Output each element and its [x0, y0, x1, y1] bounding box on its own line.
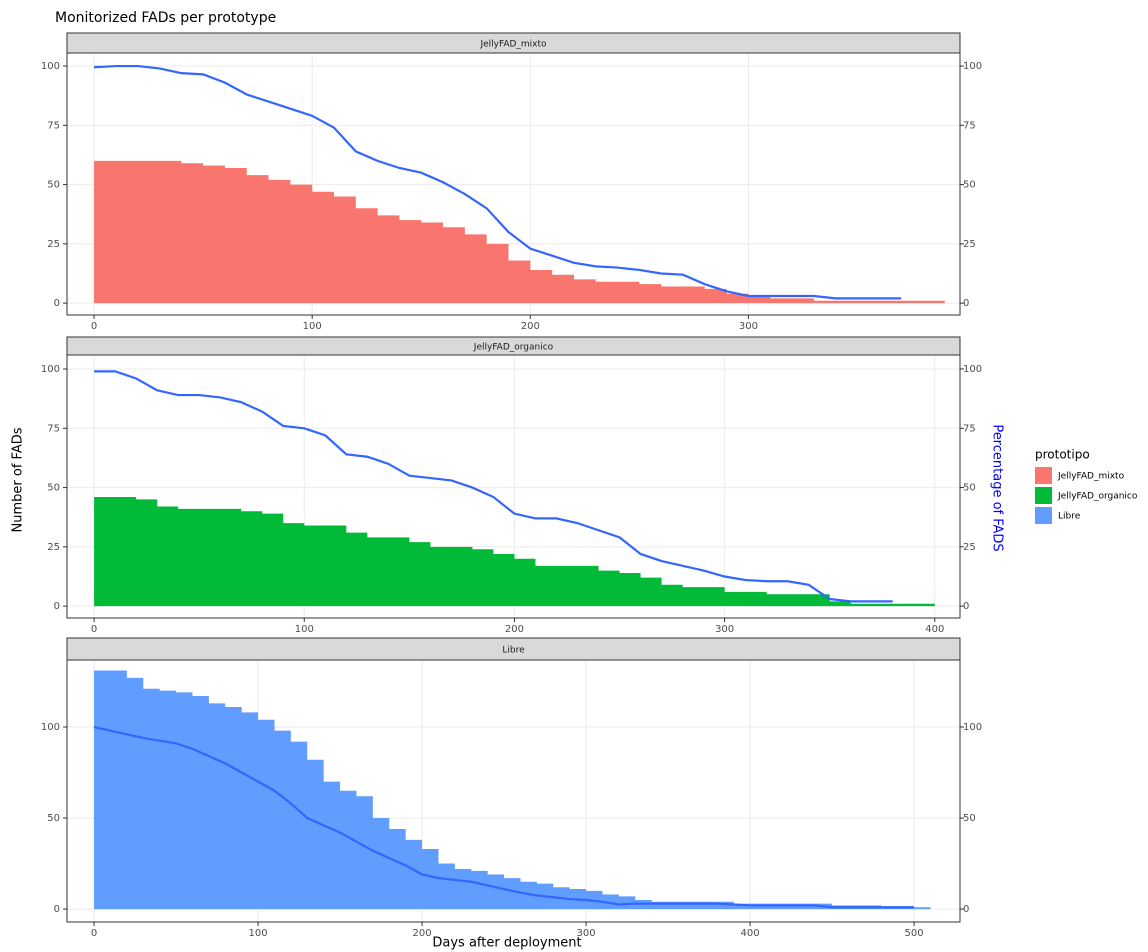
y-tick-label: 100	[41, 364, 60, 375]
x-tick-label: 200	[413, 928, 432, 939]
y-tick-label: 50	[47, 180, 60, 191]
legend-label: Libre	[1058, 512, 1081, 522]
y2-tick-label: 100	[963, 722, 982, 733]
y2-tick-label: 0	[963, 904, 969, 915]
y2-tick-label: 50	[963, 483, 976, 494]
x-tick-label: 200	[505, 624, 524, 635]
percentage-line	[93, 725, 915, 909]
x-tick-label: 500	[905, 928, 924, 939]
x-tick-label: 0	[91, 928, 97, 939]
x-tick-label: 400	[925, 624, 944, 635]
y-tick-label: 100	[41, 722, 60, 733]
y-tick-label: 75	[47, 423, 60, 434]
y-tick-label: 50	[47, 813, 60, 824]
y-tick-label: 100	[41, 61, 60, 72]
facet-label: Libre	[502, 646, 525, 656]
y2-tick-label: 75	[963, 423, 976, 434]
chart-title: Monitorized FADs per prototype	[55, 10, 276, 26]
y-tick-label: 75	[47, 120, 60, 131]
x-tick-label: 100	[295, 624, 314, 635]
x-tick-label: 200	[521, 321, 540, 332]
panel-border	[66, 52, 961, 316]
y2-tick-label: 50	[963, 813, 976, 824]
count-area	[94, 670, 931, 910]
x-axis-label: Days after deployment	[432, 936, 581, 951]
y2-tick-label: 100	[963, 364, 982, 375]
x-tick-label: 300	[715, 624, 734, 635]
y-axis-label: Number of FADs	[11, 427, 26, 532]
y2-tick-label: 75	[963, 120, 976, 131]
x-tick-label: 0	[91, 624, 97, 635]
y2-tick-label: 25	[963, 239, 976, 250]
y-tick-label: 25	[47, 542, 60, 553]
y2-tick-label: 0	[963, 601, 969, 612]
y-tick-label: 0	[54, 904, 60, 915]
y-tick-label: 50	[47, 483, 60, 494]
legend-title: prototipo	[1035, 448, 1090, 462]
percentage-line	[93, 64, 902, 300]
panel-border	[66, 659, 961, 923]
x-tick-label: 300	[577, 928, 596, 939]
y2-tick-label: 50	[963, 180, 976, 191]
x-tick-label: 100	[249, 928, 268, 939]
facet-label: JellyFAD_mixto	[479, 40, 547, 50]
legend-label: JellyFAD_organico	[1057, 492, 1138, 502]
panel-border	[66, 354, 961, 619]
legend-key	[1035, 487, 1052, 504]
x-tick-label: 400	[741, 928, 760, 939]
count-area	[94, 497, 935, 607]
x-tick-label: 300	[739, 321, 758, 332]
legend-key	[1035, 467, 1052, 484]
legend-label: JellyFAD_mixto	[1057, 472, 1125, 482]
legend-key	[1035, 507, 1052, 524]
y-tick-label: 0	[54, 601, 60, 612]
x-tick-label: 0	[91, 321, 97, 332]
y2-tick-label: 0	[963, 298, 969, 309]
y-tick-label: 0	[54, 298, 60, 309]
y2-tick-label: 100	[963, 61, 982, 72]
y2-axis-label: Percentage of FADS	[990, 424, 1005, 551]
count-area	[94, 160, 945, 304]
percentage-line	[94, 370, 893, 603]
y2-tick-label: 25	[963, 542, 976, 553]
x-tick-label: 100	[303, 321, 322, 332]
facet-label: JellyFAD_organico	[473, 343, 554, 353]
y-tick-label: 25	[47, 239, 60, 250]
